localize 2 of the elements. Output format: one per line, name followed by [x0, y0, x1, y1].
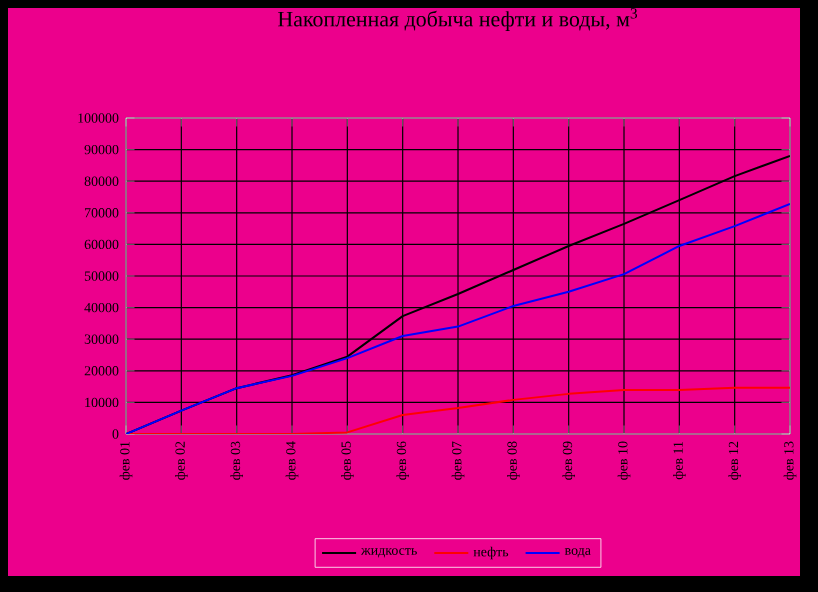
line-series: [126, 202, 791, 434]
chart-title: Накопленная добыча нефти и воды, м$^{3}$: [278, 8, 638, 31]
